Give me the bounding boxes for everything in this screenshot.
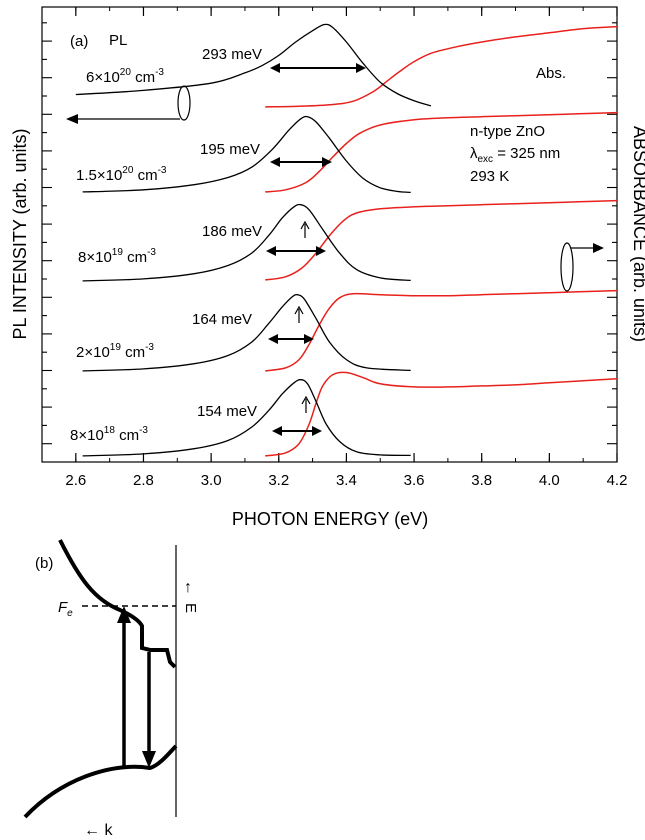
conc-exponent-4: 19 [110, 342, 122, 353]
x-tick-label: 3.0 [201, 472, 222, 489]
conc-mantissa-4: 2×10 [76, 344, 110, 361]
abs-label: Abs. [536, 65, 566, 82]
pl-curve-2 [82, 115, 411, 194]
fwhm-arrows [266, 63, 366, 436]
conc-mantissa-5: 8×10 [70, 427, 104, 444]
conc-mantissa-2: 1.5×10 [76, 167, 122, 184]
fwhm-label-4: 164 meV [192, 311, 252, 328]
transition-arrows [117, 606, 156, 768]
fermi-sub: e [67, 608, 73, 619]
energy-axis-label: E [182, 603, 199, 613]
emission-arrow [142, 652, 156, 768]
lambda-value: 325 nm [510, 145, 560, 162]
x-axis-title: PHOTON ENERGY (eV) [232, 509, 428, 529]
y-ticks [42, 22, 617, 445]
fwhm-arrow-2 [270, 157, 332, 167]
panel-b: (b) Fe ↑ E ← k [23, 539, 199, 839]
pl-curve-3 [82, 203, 411, 282]
fermi-F: F [58, 599, 68, 616]
conc-mantissa-3: 8×10 [78, 249, 112, 266]
conc-unit-3: cm [123, 249, 147, 266]
lambda-subscript: exc [478, 154, 494, 165]
fwhm-arrow-1 [270, 63, 366, 73]
excitation-wavelength: λexc = 325 nm [470, 145, 560, 165]
x-tick-label: 2.6 [65, 472, 86, 489]
conc-unit-5: cm [115, 427, 139, 444]
k-axis-label: ← k [84, 822, 113, 839]
panel-a: 2.6 2.8 3.0 3.2 3.4 3.6 3.8 4.0 4.2 (a) PL Abs. … [10, 6, 645, 529]
energy-axis-arrow: ↑ [184, 579, 192, 596]
x-ticks: 2.6 2.8 3.0 3.2 3.4 3.6 3.8 4.0 4.2 [41, 7, 628, 489]
concentration-label-3: 8×1019 cm-3 [78, 247, 156, 266]
concentration-label-2: 1.5×1020 cm-3 [76, 165, 167, 184]
x-tick-label: 4.2 [607, 472, 628, 489]
edge-marker-5 [301, 395, 311, 413]
conc-unit-2: cm [133, 167, 157, 184]
conc-exponent-2: 20 [122, 165, 134, 176]
edge-marker-3 [300, 220, 310, 238]
lambda-equals: = [493, 145, 510, 162]
abs-curve-4 [265, 289, 618, 372]
y-axis-title-left: PL INTENSITY (arb. units) [10, 128, 30, 339]
conc-unit-exp-3: -3 [147, 247, 156, 258]
x-tick-label: 2.8 [133, 472, 154, 489]
edge-markers [294, 220, 311, 413]
fwhm-label-5: 154 meV [197, 403, 257, 420]
y-axis-title-right: ABSORBANCE (arb. units) [630, 126, 645, 342]
conc-unit-exp-1: -3 [155, 67, 164, 78]
x-tick-label: 4.0 [539, 472, 560, 489]
conc-unit-exp-4: -3 [145, 342, 154, 353]
pl-label: PL [109, 32, 127, 49]
edge-marker-4 [294, 305, 304, 323]
fwhm-label-2: 195 meV [200, 141, 260, 158]
conc-exponent-5: 18 [104, 425, 116, 436]
absorption-arrow [117, 606, 131, 768]
conc-unit-exp-2: -3 [158, 165, 167, 176]
conc-exponent-1: 20 [120, 67, 132, 78]
conc-unit-4: cm [121, 344, 145, 361]
pl-curve-4 [82, 293, 411, 372]
concentration-label-5: 8×1018 cm-3 [70, 425, 148, 444]
fwhm-label-3: 186 meV [202, 223, 262, 240]
pl-axis-indicator [66, 85, 191, 124]
abs-curve-1 [265, 25, 618, 108]
plot-lines [75, 23, 618, 457]
conc-mantissa-1: 6×10 [86, 69, 120, 86]
pl-curve-5 [82, 379, 411, 457]
fwhm-label-1: 293 meV [202, 46, 262, 63]
abs-curve-3 [265, 199, 618, 281]
sample-type: n-type ZnO [470, 123, 545, 140]
abs-axis-indicator [560, 242, 604, 292]
fwhm-arrow-5 [272, 426, 322, 436]
conc-exponent-3: 19 [112, 247, 124, 258]
x-tick-label: 3.6 [404, 472, 425, 489]
panel-label-b: (b) [35, 555, 53, 572]
abs-curve-2 [265, 111, 618, 193]
pl-curve-1 [75, 23, 432, 107]
fwhm-arrow-4 [268, 334, 314, 344]
conc-unit-exp-5: -3 [139, 425, 148, 436]
sample-temperature: 293 K [470, 168, 509, 185]
valence-band [23, 744, 178, 819]
abs-curve-5 [265, 371, 618, 457]
concentration-label-1: 6×1020 cm-3 [86, 67, 164, 86]
fermi-level-label: Fe [58, 599, 73, 619]
x-tick-label: 3.4 [336, 472, 357, 489]
x-tick-label: 3.2 [268, 472, 289, 489]
plot-frame [41, 6, 618, 463]
x-tick-label: 3.8 [471, 472, 492, 489]
conduction-band [58, 539, 177, 669]
conc-unit-1: cm [131, 69, 155, 86]
concentration-label-4: 2×1019 cm-3 [76, 342, 154, 361]
panel-label-a: (a) [70, 33, 88, 50]
lambda-symbol: λ [470, 145, 478, 162]
fwhm-arrow-3 [266, 246, 326, 256]
